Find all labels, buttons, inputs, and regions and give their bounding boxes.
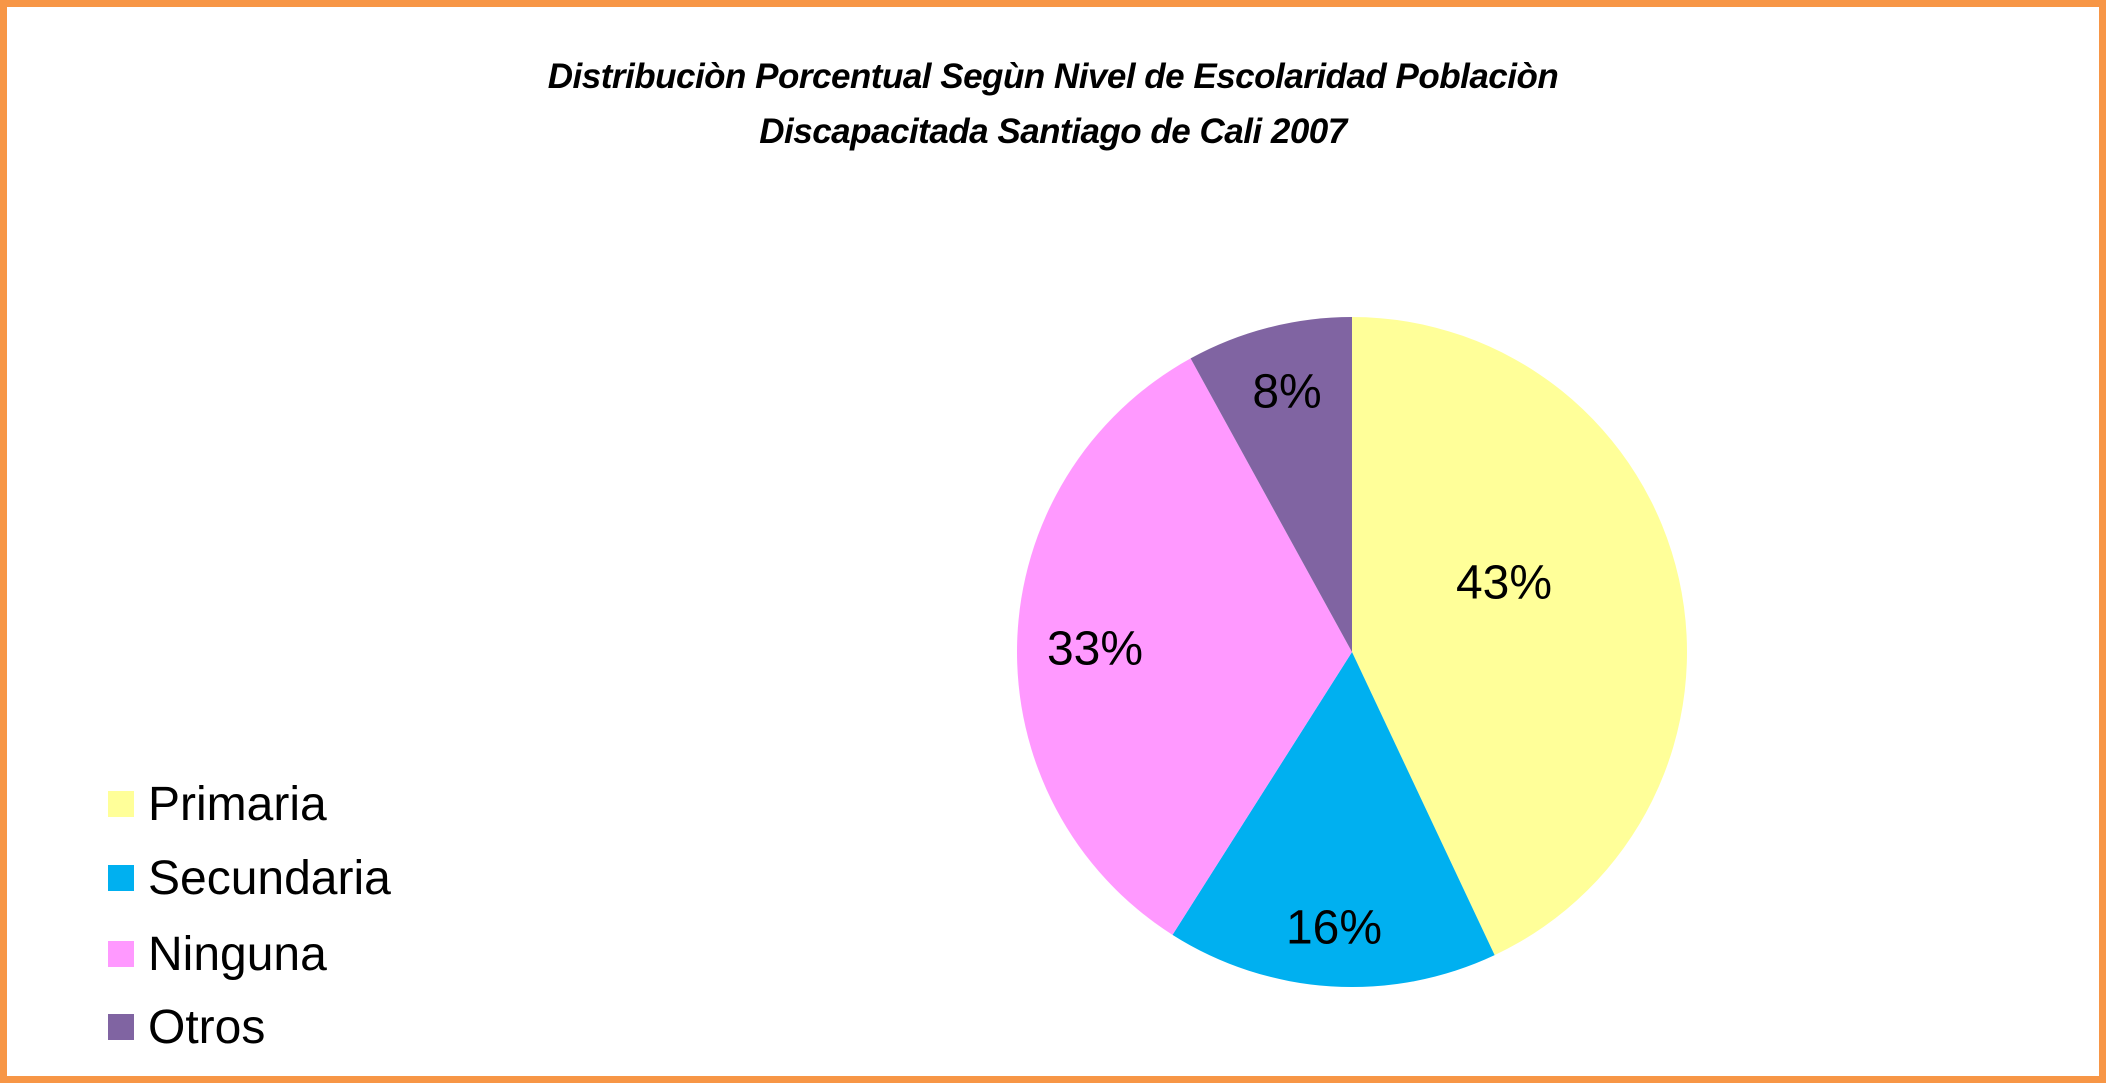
legend-item-secundaria: Secundaria	[108, 851, 391, 905]
chart-title-line-2: Discapacitada Santiago de Cali 2007	[759, 112, 1347, 151]
data-label-secundaria: 16%	[1286, 902, 1382, 955]
legend-item-otros: Otros	[108, 1000, 266, 1054]
legend-item-primaria: Primaria	[108, 777, 327, 831]
legend-label: Ninguna	[148, 927, 327, 981]
data-label-ninguna: 33%	[1047, 623, 1143, 676]
legend-swatch	[108, 941, 134, 967]
legend-item-ninguna: Ninguna	[108, 927, 327, 981]
pie-slice-secundaria	[1172, 652, 1495, 987]
legend-label: Primaria	[148, 777, 327, 831]
legend-swatch	[108, 865, 134, 891]
pie-slice-otros	[1190, 317, 1352, 652]
pie-chart: 43% 16% 33% 8%	[1017, 317, 1687, 987]
legend-swatch	[108, 791, 134, 817]
data-label-otros: 8%	[1252, 366, 1321, 419]
legend-swatch	[108, 1014, 134, 1040]
legend-label: Secundaria	[148, 851, 391, 905]
chart-title-line-1: Distribuciòn Porcentual Segùn Nivel de E…	[547, 57, 1559, 96]
data-label-primaria: 43%	[1456, 557, 1552, 610]
pie-slice-primaria	[1352, 317, 1687, 956]
legend-label: Otros	[148, 1000, 266, 1054]
pie-slice-ninguna	[1017, 358, 1352, 935]
